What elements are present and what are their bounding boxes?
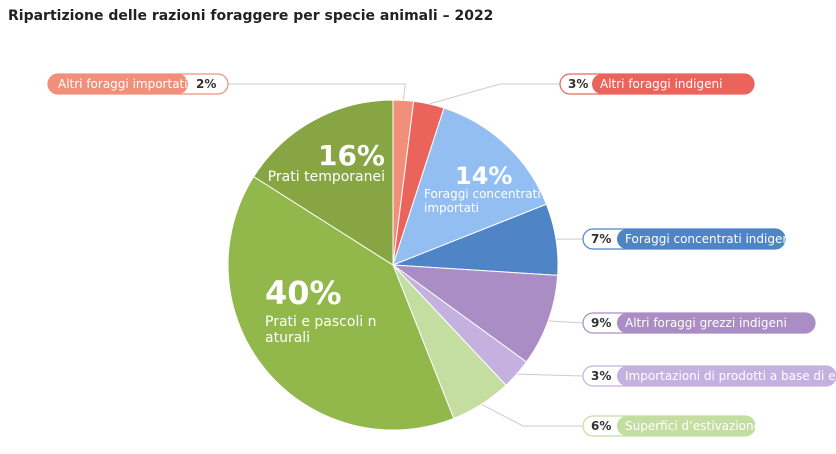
callout-altri-foraggi-grezzi-indigeni: 9% Altri foraggi grezzi indigeni bbox=[582, 312, 816, 334]
slice-foraggi-concentrati-importati bbox=[392, 107, 548, 266]
leader-line bbox=[516, 373, 584, 377]
callout-altri-foraggi-indigeni: 3% Altri foraggi indigeni bbox=[559, 73, 755, 95]
leader-lines bbox=[228, 83, 584, 427]
callout-importazioni-di-prodotti-a-base-di-erba: 3% Importazioni di prodotti a base di erb… bbox=[582, 365, 836, 387]
slice-altri-foraggi-grezzi-indigeni bbox=[391, 264, 559, 363]
slice-label: Importazioni di prodotti a base di erba bbox=[625, 369, 836, 383]
slice-value-label: 3% bbox=[591, 369, 611, 383]
callout-foraggi-concentrati-indigeni: 7% Foraggi concentrati indigeni bbox=[582, 228, 793, 250]
slice-labels: Altri foraggi importati 2% 3% Altri foraggi… bbox=[47, 73, 836, 437]
slice-value-label: 6% bbox=[591, 419, 611, 433]
slice-prati-e-pascoli-naturali bbox=[227, 175, 455, 431]
slice-label: Prati temporanei bbox=[268, 169, 385, 185]
slice-value-label: 40% bbox=[265, 274, 342, 312]
slice-value-label: 16% bbox=[318, 139, 385, 172]
slice-label: Altri foraggi grezzi indigeni bbox=[625, 316, 787, 330]
slice-label: Altri foraggi indigeni bbox=[600, 77, 722, 91]
slice-label: Foraggi concentrati indigeni bbox=[625, 232, 793, 246]
inner-label-prati-temporanei: 16%Prati temporanei bbox=[268, 139, 385, 185]
slice-value-label: 14% bbox=[455, 162, 512, 190]
inner-label-prati-e-pascoli-naturali: 40%Prati e pascoli n aturali bbox=[265, 274, 377, 346]
callout-superfici-d-estivazione: 6% Superfici d’estivazione bbox=[582, 415, 761, 437]
callout-altri-foraggi-importati: Altri foraggi importati 2% bbox=[47, 73, 229, 95]
slice-label: Altri foraggi importati bbox=[58, 77, 188, 91]
callout-pill-fill bbox=[617, 229, 785, 249]
slice-value-label: 7% bbox=[591, 232, 611, 246]
callout-pill-fill bbox=[617, 313, 815, 333]
leader-line bbox=[481, 403, 583, 427]
slice-label: Prati e pascoli n aturali bbox=[265, 314, 377, 346]
leader-line bbox=[428, 83, 560, 105]
leader-line bbox=[548, 320, 584, 324]
leader-line bbox=[228, 83, 406, 101]
callout-pill-fill bbox=[617, 366, 836, 386]
slice-prati-temporanei bbox=[252, 99, 394, 266]
callout-pill-fill bbox=[592, 74, 754, 94]
slice-value-label: 9% bbox=[591, 316, 611, 330]
pie-slices bbox=[227, 99, 559, 431]
slice-label: Foraggi concentrati importati bbox=[424, 187, 541, 215]
slice-value-label: 2% bbox=[196, 77, 216, 91]
slice-value-label: 3% bbox=[568, 77, 588, 91]
callout-pill-fill bbox=[48, 74, 188, 94]
chart-title: Ripartizione delle razioni foraggere per… bbox=[8, 8, 494, 24]
slice-label: Superfici d’estivazione bbox=[625, 419, 761, 433]
callout-pill-fill bbox=[617, 416, 755, 436]
inner-label-foraggi-concentrati-importati: 14%Foraggi concentrati importati bbox=[424, 162, 541, 215]
